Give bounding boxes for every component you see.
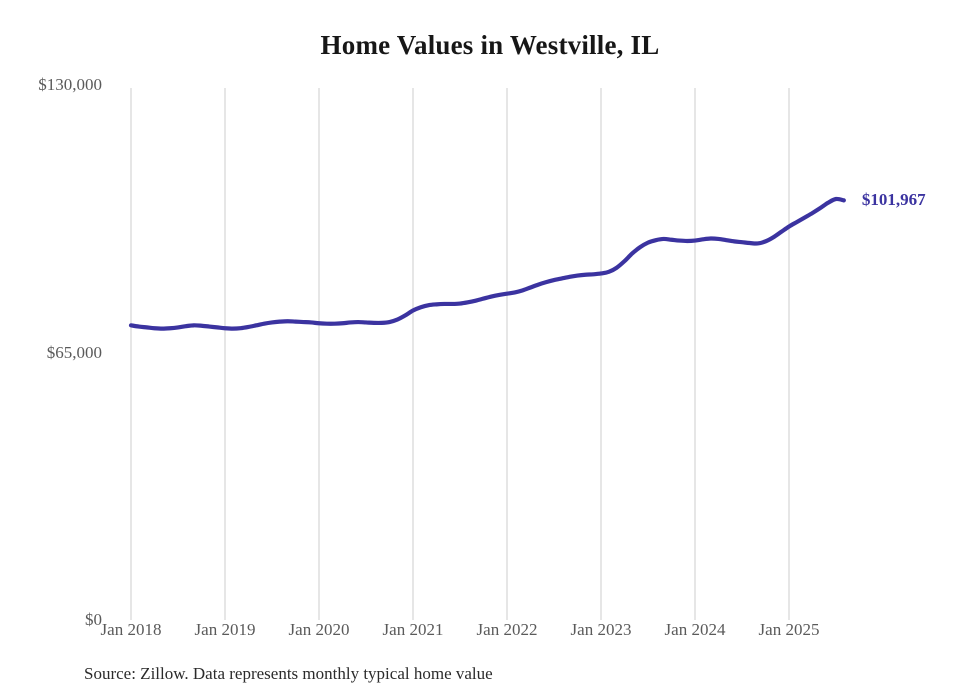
chart-title: Home Values in Westville, IL [320, 30, 660, 60]
y-tick-label-130000: $130,000 [38, 75, 102, 94]
x-tick-label-jan-2018: Jan 2018 [100, 620, 162, 639]
y-axis-tick-labels: $130,000 $65,000 $0 [0, 0, 102, 699]
source-note: Source: Zillow. Data represents monthly … [84, 664, 493, 683]
x-tick-label-jan-2025: Jan 2025 [758, 620, 820, 639]
y-tick-label-0: $0 [85, 610, 102, 629]
x-tick-label-jan-2022: Jan 2022 [476, 620, 538, 639]
end-value-label: $101,967 [861, 190, 926, 210]
x-tick-label-jan-2019: Jan 2019 [194, 620, 256, 639]
vertical-gridlines [130, 88, 790, 620]
x-tick-label-jan-2023: Jan 2023 [570, 620, 632, 639]
x-tick-label-jan-2024: Jan 2024 [664, 620, 726, 639]
x-tick-label-jan-2020: Jan 2020 [288, 620, 350, 639]
y-tick-label-65000: $65,000 [46, 343, 102, 362]
x-tick-label-jan-2021: Jan 2021 [382, 620, 444, 639]
home-value-line [128, 196, 846, 331]
